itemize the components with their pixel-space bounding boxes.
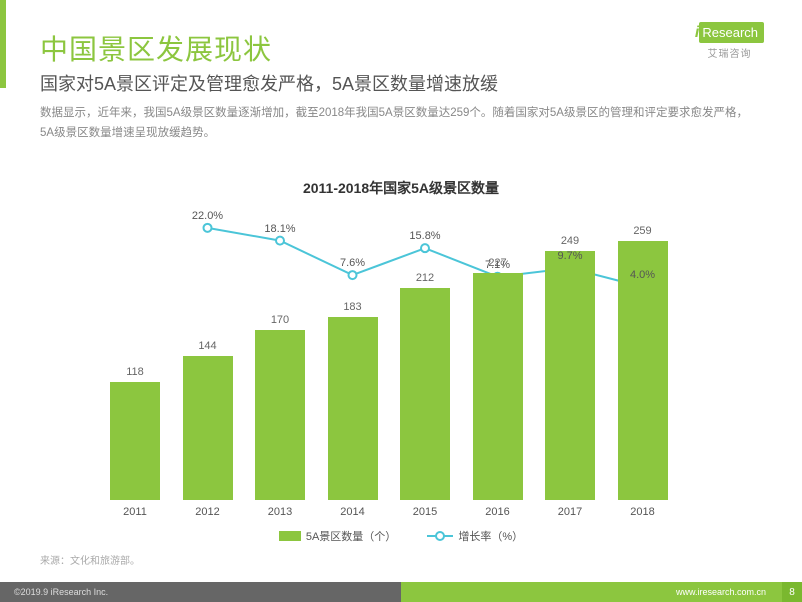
x-axis-label: 2012 bbox=[183, 506, 233, 518]
page-subtitle: 国家对5A景区评定及管理愈发严格，5A景区数量增速放缓 bbox=[40, 70, 498, 96]
x-axis-label: 2016 bbox=[473, 506, 523, 518]
x-axis-label: 2014 bbox=[328, 506, 378, 518]
bar bbox=[255, 330, 305, 500]
bar-value-label: 212 bbox=[400, 272, 450, 284]
bar-value-label: 183 bbox=[328, 301, 378, 313]
x-axis-label: 2017 bbox=[545, 506, 595, 518]
legend-bar-label: 5A景区数量（个） bbox=[306, 528, 396, 544]
logo-subtitle: 艾瑞咨询 bbox=[695, 45, 764, 60]
plot-area: 1182011144201217020131832014212201522720… bbox=[110, 210, 690, 500]
footer-right: www.iresearch.com.cn 8 bbox=[401, 582, 802, 602]
logo-text: Research bbox=[699, 22, 764, 43]
line-value-label: 22.0% bbox=[192, 210, 223, 222]
line-swatch-icon bbox=[427, 531, 453, 541]
bar bbox=[400, 288, 450, 500]
line-value-label: 9.7% bbox=[557, 250, 582, 262]
bar bbox=[110, 382, 160, 500]
bar-value-label: 144 bbox=[183, 340, 233, 352]
bar-value-label: 118 bbox=[110, 366, 160, 378]
footer-copyright: ©2019.9 iResearch Inc. bbox=[0, 582, 401, 602]
chart-legend: 5A景区数量（个） 增长率（%） bbox=[0, 528, 802, 544]
bar bbox=[545, 251, 595, 500]
x-axis-label: 2018 bbox=[618, 506, 668, 518]
x-axis-label: 2011 bbox=[110, 506, 160, 518]
bar bbox=[473, 273, 523, 500]
page-footer: ©2019.9 iResearch Inc. www.iresearch.com… bbox=[0, 582, 802, 602]
legend-line: 增长率（%） bbox=[427, 528, 523, 544]
bar-value-label: 170 bbox=[255, 314, 305, 326]
chart-title: 2011-2018年国家5A级景区数量 bbox=[0, 178, 802, 198]
x-axis-label: 2015 bbox=[400, 506, 450, 518]
line-value-label: 4.0% bbox=[630, 269, 655, 281]
bar-swatch-icon bbox=[279, 531, 301, 541]
source-text: 来源：文化和旅游部。 bbox=[40, 552, 140, 567]
line-value-label: 7.6% bbox=[340, 257, 365, 269]
x-axis-label: 2013 bbox=[255, 506, 305, 518]
line-value-label: 15.8% bbox=[409, 230, 440, 242]
bar-value-label: 259 bbox=[618, 225, 668, 237]
legend-bar: 5A景区数量（个） bbox=[279, 528, 396, 544]
chart-area: 1182011144201217020131832014212201522720… bbox=[110, 210, 690, 500]
legend-line-label: 增长率（%） bbox=[458, 528, 523, 544]
footer-url: www.iresearch.com.cn bbox=[676, 587, 766, 597]
page-title: 中国景区发展现状 bbox=[40, 28, 272, 68]
description-text: 数据显示，近年来，我国5A级景区数量逐渐增加，截至2018年我国5A景区数量达2… bbox=[40, 104, 762, 143]
accent-bar bbox=[0, 0, 6, 88]
bar bbox=[183, 356, 233, 500]
line-value-label: 7.1% bbox=[485, 259, 510, 271]
page-number: 8 bbox=[782, 582, 802, 602]
bar bbox=[328, 317, 378, 500]
brand-logo: iResearch 艾瑞咨询 bbox=[695, 22, 764, 60]
bar-value-label: 249 bbox=[545, 235, 595, 247]
line-value-label: 18.1% bbox=[264, 223, 295, 235]
